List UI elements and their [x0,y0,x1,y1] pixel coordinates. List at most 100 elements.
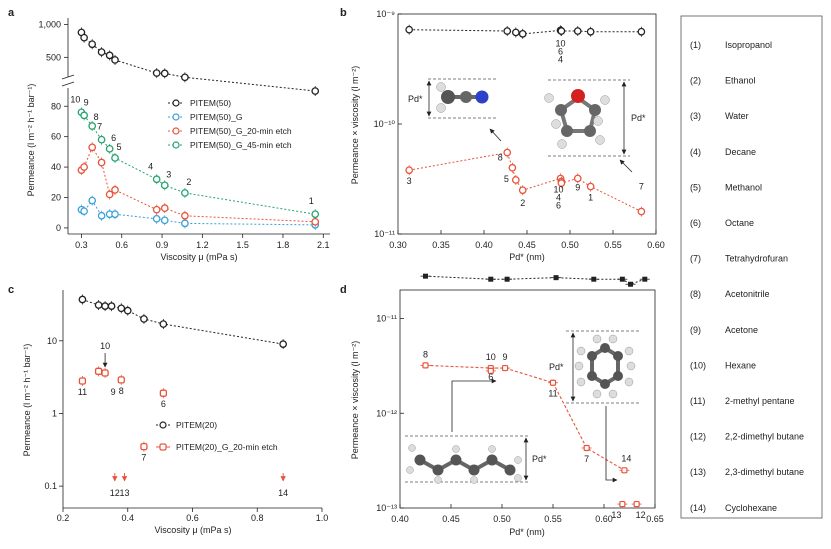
a-series-0-point [160,69,169,78]
a-solvent-number: 5 [117,142,122,152]
d-solvent-number: 13 [611,510,621,520]
d-series [420,273,650,508]
a-series-0-point [111,56,119,64]
a-series-2-point [88,143,97,152]
a-solvent-number: 2 [186,177,191,187]
a-solvent-number: 8 [94,112,99,122]
solvent-name: Isopropanol [725,40,772,50]
panel-d-letter: d [340,284,347,296]
b-top-solvent-number: 10 [556,38,566,48]
a-legend-swatch [172,99,180,107]
c-legend-label: PITEM(20)_G_20-min etch [176,442,278,452]
b-solvent-number: 6 [556,200,561,210]
b-solvent-number: 3 [407,176,412,186]
c-ytick-label: 0.1 [44,481,57,491]
d-solvent-number: 6 [488,372,493,382]
solvent-name: Water [725,111,749,121]
a-axis-break-1 [61,74,75,80]
c-solvent-number: 13 [120,488,130,498]
a-legend-swatch [172,127,180,135]
b-series-0-point [405,25,414,34]
b-frame [397,13,657,235]
a-legend: PITEM(50) PITEM(50)_G PITEM(50)_G_20-min e… [168,98,292,150]
panel-a-letter: a [8,7,15,19]
b-ticks: 0.30 0.35 0.40 0.45 0.50 0.55 0.60 10⁻¹¹ 10⁻¹⁰ 10… [374,9,665,250]
solvent-number: (6) [690,218,701,228]
b-series-0-point [637,27,646,36]
d-series-0-point [423,273,428,279]
a-ytick-label: 1,000 [38,20,61,30]
d-xtick-label: 0.60 [595,514,613,524]
a-legend-swatch [172,141,180,149]
a-series-0-point [152,69,161,77]
solvent-legend-box [680,15,823,519]
a-xtick-label: 0.6 [115,240,128,250]
b-xtick-label: 0.45 [518,240,536,250]
b-series [405,24,646,217]
a-series-3-line [81,111,316,215]
solvent-number: (5) [690,182,701,192]
a-series-1-point [181,219,189,228]
c-ytick-label: 1 [52,408,57,418]
a-ytick-label: 0 [56,223,61,233]
d-xtick-label: 0.65 [646,514,664,524]
d-ticks: 0.40 0.45 0.50 0.55 0.60 0.65 10⁻¹³ 10⁻¹² 10⁻¹¹ [376,314,664,524]
cyclohexane-molecule-illustration: Pd* [549,330,640,483]
c-xtick-label: 0.4 [121,513,134,523]
c-xlabel: Viscosity μ (mPa s) [154,525,231,535]
a-series-1-point [80,207,88,216]
b-pd-annotation-right: Pd* [631,113,646,123]
c-solvent-number: 9 [111,387,116,397]
a-series-1-point [88,196,97,205]
a-series-2-point [160,204,169,212]
c-series-0-point [159,320,168,328]
c-series-0-point [94,301,103,309]
a-series-3-point [311,210,320,219]
panel-b-letter: b [340,7,347,19]
d-series-0-point [591,276,597,282]
b-solvent-number: 4 [556,192,561,202]
d-pd-annotation-left: Pd* [532,454,547,464]
c-ylabel: Permeance (l m⁻² h⁻¹ bar⁻¹) [22,344,32,457]
a-ytick-label: 20 [51,193,61,203]
b-series-0-point [557,27,566,35]
a-axis-break-2 [61,81,75,87]
thf-molecule-illustration: Pd* [544,79,646,173]
a-series [77,27,320,230]
b-xtick-label: 0.55 [604,240,622,250]
c-legend-swatch [159,421,167,429]
a-solvent-number: 10 [70,94,80,104]
d-solvent-number: 8 [423,349,428,359]
c-series [78,294,287,482]
a-series-1-point [111,210,119,219]
d-series-1-point [621,467,628,474]
a-series-2-point [105,190,114,199]
solvent-number: (11) [690,396,705,406]
a-series-3-point [152,175,161,184]
a-series-0-point [311,87,320,95]
c-series-0-point [117,304,126,313]
c-series-0-point [78,295,87,304]
b-series-0-point [518,30,527,38]
d-xtick-label: 0.55 [544,514,562,524]
b-xtick-label: 0.35 [432,240,450,250]
c-xtick-label: 0.2 [57,513,70,523]
d-solvent-number: 12 [636,510,646,520]
b-xtick-label: 0.60 [647,240,665,250]
c-ticks: 0.2 0.4 0.6 0.8 1.0 0.1 1 10 [44,336,328,523]
solvent-number: (14) [690,503,706,513]
d-series-1-point [583,444,590,452]
d-ytick-label: 10⁻¹² [376,408,397,418]
solvent-number: (2) [690,76,701,86]
b-series-1-point [503,148,512,157]
d-series-1-point [619,500,626,508]
b-xlabel: Pd* (nm) [509,252,545,262]
c-ytick-label: 10 [47,336,57,346]
a-legend-label: PITEM(50)_G [190,112,242,122]
d-series-0-point [619,276,625,282]
a-xlabel: Viscosity μ (mPa s) [160,252,237,262]
b-series-0-point [573,27,582,35]
a-series-0-point [88,40,97,49]
a-solvent-number: 6 [111,133,116,143]
